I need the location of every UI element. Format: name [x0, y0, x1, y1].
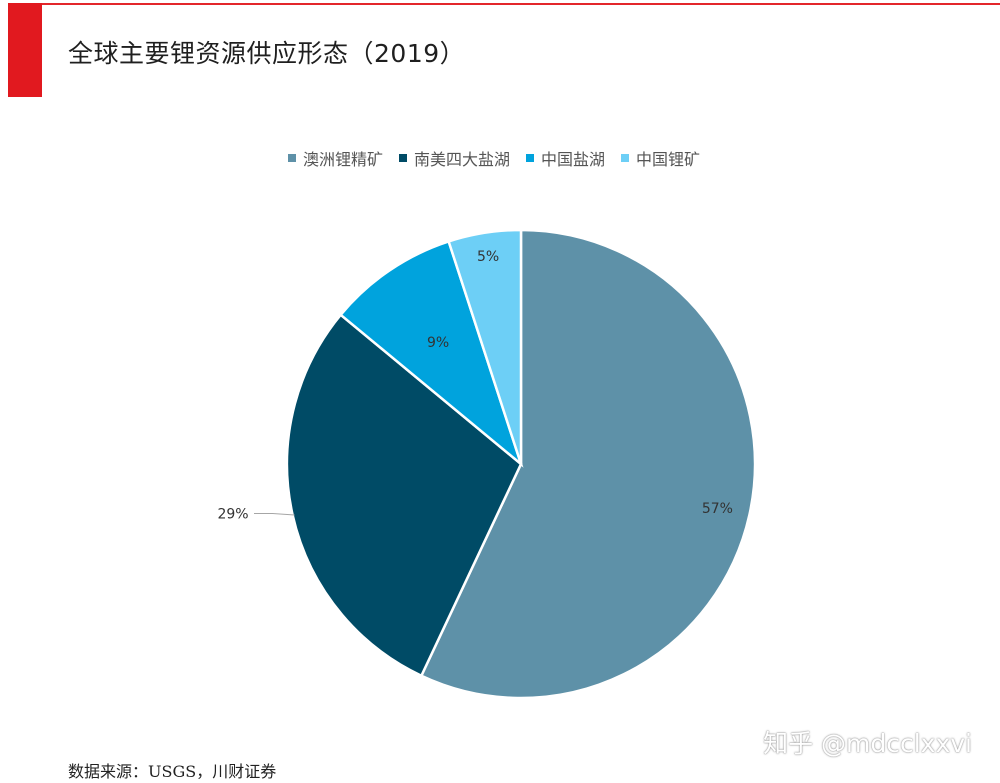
legend-label: 中国盐湖	[541, 150, 606, 169]
header-rule	[42, 3, 1000, 5]
legend-label: 中国锂矿	[636, 150, 701, 169]
source-note: 数据来源：USGS，川财证券	[68, 762, 277, 781]
chart-legend: 澳洲锂精矿 南美四大盐湖 中国盐湖 中国锂矿	[288, 146, 700, 170]
watermark: 知乎 @mdcclxxvi	[763, 729, 972, 758]
pie-slice-3	[338, 239, 524, 468]
data-label-1: 57%	[702, 501, 733, 517]
legend-item-china-lithium-mine: 中国锂矿	[621, 146, 700, 170]
header-accent-block	[8, 3, 42, 97]
legend-label: 南美四大盐湖	[414, 150, 511, 169]
data-label-4: 5%	[477, 249, 499, 265]
legend-item-south-america-salt-lakes: 南美四大盐湖	[399, 146, 510, 170]
pie-slice-1	[419, 228, 757, 700]
legend-swatch	[526, 154, 535, 162]
legend-swatch	[288, 154, 296, 162]
leader-line	[254, 513, 295, 516]
legend-label: 澳洲锂精矿	[303, 150, 384, 169]
legend-swatch	[399, 154, 408, 162]
pie-slice-4	[447, 228, 523, 465]
data-label-3: 9%	[427, 335, 449, 351]
legend-item-china-salt-lakes: 中国盐湖	[526, 146, 605, 170]
data-label-2: 29%	[217, 507, 248, 523]
legend-item-australia-concentrate: 澳洲锂精矿	[288, 146, 383, 170]
legend-swatch	[621, 154, 630, 162]
chart-title: 全球主要锂资源供应形态（2019）	[68, 39, 466, 68]
